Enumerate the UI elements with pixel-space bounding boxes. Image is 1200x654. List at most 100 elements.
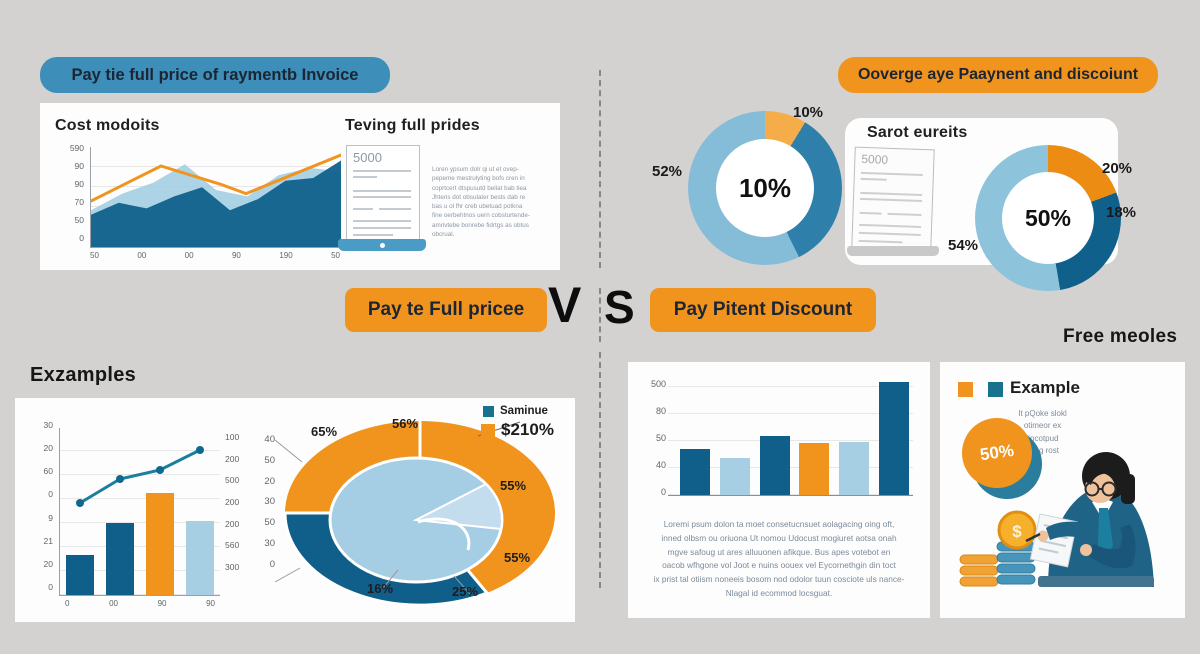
text-line: 0 — [48, 581, 53, 592]
invoice-line — [379, 208, 411, 210]
discount-example-card: 500 80 50 40 0 Loremi psum dolon ta moet con… — [628, 362, 930, 618]
data-point-marker — [76, 499, 84, 507]
text-line: 100 — [225, 432, 240, 442]
bar — [839, 442, 870, 495]
trend-line — [91, 153, 341, 203]
bar — [186, 521, 214, 595]
text-line: bas u ol fhr creb ubetuad potkna — [432, 203, 523, 211]
connector-line — [274, 567, 301, 583]
dollar-coin-icon — [997, 510, 1037, 550]
invoice-title: Teving full prides — [345, 117, 480, 134]
text-line: 40 — [264, 434, 275, 445]
text-line: 80 — [655, 406, 666, 416]
invoice-amount: 5000 — [353, 150, 382, 165]
spiral-pie-svg — [274, 421, 555, 607]
bar — [799, 443, 830, 495]
donut-center-label: 10% — [716, 139, 814, 237]
invoice-tablet-base-gray — [847, 246, 939, 256]
combo-bars — [66, 428, 214, 595]
invoice-line — [860, 177, 887, 181]
pie-label-56: 56% — [392, 416, 419, 431]
text-line: 200 — [225, 496, 240, 507]
area-chart-svg — [91, 153, 341, 247]
arm-right — [1086, 524, 1136, 569]
pie-label-55-bottom: 55% — [504, 550, 531, 565]
text-line: 00 — [184, 251, 194, 260]
data-point-marker — [156, 466, 164, 474]
combo-trend-line-svg — [76, 446, 204, 507]
invoice-document-icon-gray: 5000 — [851, 146, 935, 252]
donut1-label-10: 10% — [793, 104, 824, 121]
hair-back — [1121, 474, 1135, 504]
trend-line — [78, 448, 202, 505]
invoice-tablet-base — [338, 239, 426, 251]
invoice-description-text: Loren ypsum dolr qi ut et ovep-pepeme me… — [432, 165, 554, 239]
text-line: 20 — [264, 475, 275, 487]
text-line: 90 — [206, 599, 215, 608]
pen-icon — [1025, 532, 1041, 543]
text-line: 00 — [137, 251, 147, 260]
text-line: 560 — [225, 540, 240, 551]
text-line: 00 — [109, 599, 118, 608]
text-line: 200 — [225, 453, 240, 464]
divider-dashed-middle — [599, 288, 601, 342]
bars-group — [680, 360, 909, 495]
bar — [146, 493, 174, 595]
band-dark — [91, 160, 341, 247]
pie-outer-orange — [285, 421, 555, 605]
example-card: Example It pQoke slokl otimeor ex lincotpu… — [940, 362, 1185, 618]
text-line: 590 — [69, 143, 84, 153]
text-line: fine oerbehtnos uern cobsturtende- — [432, 212, 531, 220]
discount-badge: 50% — [962, 418, 1032, 488]
invoice-line — [353, 220, 411, 222]
legend-swatch-blue — [988, 382, 1003, 397]
invoice-line — [859, 223, 922, 228]
text-line: 50 — [90, 251, 99, 260]
combo-right-ticks: 100 200 500 200 200 560 300 — [225, 432, 255, 572]
vs-letter-s: S — [604, 281, 635, 333]
text-line: oacob wfhgone vol Joot e nuins oouex vel… — [662, 560, 896, 571]
pie-label-65: 65% — [311, 424, 338, 439]
invoice-line — [353, 170, 411, 172]
invoice-amount: 5000 — [861, 151, 889, 167]
text-line: 50 — [331, 251, 340, 260]
text-line: 0 — [65, 599, 70, 608]
text-line: 40 — [655, 460, 666, 470]
donut2-label-18: 18% — [1106, 204, 1137, 221]
examples-card: 30 20 60 0 9 21 20 0 100 200 500 200 200 560 300 0 00 9… — [15, 398, 575, 622]
invoice-line — [353, 208, 373, 210]
pie-inner-pale-wedge — [412, 482, 503, 531]
pie-inner-light-blue — [328, 456, 504, 584]
invoice-line — [353, 227, 411, 229]
hand — [1080, 544, 1092, 556]
pie-label-25: 25% — [452, 584, 479, 599]
pie-label-16: 16% — [367, 581, 394, 596]
text-line: 30 — [43, 420, 53, 430]
text-line: Nlagal id ecommod locsguat. — [725, 587, 833, 598]
text-line: 500 — [225, 475, 240, 486]
text-line: 0 — [79, 233, 84, 243]
text-line: pepeme mestrulyting bofs cren in — [432, 175, 525, 183]
invoice-line — [858, 231, 921, 236]
vs-pill-discount: Pay Pitent Discount — [650, 288, 876, 332]
text-line: coprtcert dtspusutd bellat bab tiea — [432, 184, 527, 192]
text-line: ix prist tal otiism noneeis bosom nod od… — [653, 574, 905, 585]
legend-swatch-blue — [483, 406, 494, 417]
vs-pill-full-price: Pay te Full pricee — [345, 288, 547, 332]
text-line: 50 — [264, 517, 275, 529]
legend-swatch-orange — [958, 382, 973, 397]
text-line: 90 — [157, 599, 167, 608]
area-chart-x-ticks: 50 00 00 90 190 50 — [90, 251, 340, 260]
text-line: 300 — [225, 561, 240, 572]
divider-dashed-bottom — [599, 352, 601, 588]
area-chart-plot — [90, 147, 341, 248]
invoice-line — [353, 234, 393, 236]
legend-label-saminue: Saminue — [500, 405, 548, 417]
data-point-marker — [196, 446, 204, 454]
text-line: 90 — [74, 179, 84, 189]
text-line: 9 — [48, 512, 53, 523]
bar — [66, 555, 94, 595]
text-line: 0 — [660, 487, 666, 497]
text-line: 20 — [43, 443, 53, 454]
pie-spiral-curve — [417, 517, 471, 551]
